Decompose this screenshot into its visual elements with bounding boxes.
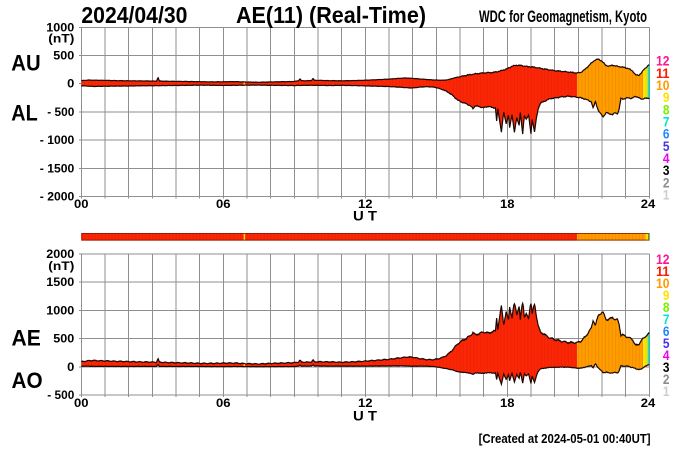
svg-text:0: 0 <box>67 362 74 374</box>
svg-text:24: 24 <box>641 197 656 211</box>
svg-text:11: 11 <box>656 65 670 81</box>
svg-text:- 1500: - 1500 <box>40 163 75 175</box>
svg-text:AO: AO <box>12 368 43 393</box>
svg-text:1: 1 <box>663 186 670 202</box>
svg-text:WDC for Geomagnetism, Kyoto: WDC for Geomagnetism, Kyoto <box>479 8 647 26</box>
svg-text:12: 12 <box>656 251 670 267</box>
svg-text:- 2000: - 2000 <box>40 192 75 204</box>
svg-text:18: 18 <box>500 197 515 211</box>
svg-text:500: 500 <box>53 334 74 346</box>
svg-text:1500: 1500 <box>46 277 74 289</box>
svg-text:1: 1 <box>663 383 670 399</box>
svg-text:11: 11 <box>656 263 670 279</box>
svg-text:00: 00 <box>74 396 89 410</box>
svg-text:(nT): (nT) <box>48 261 74 273</box>
svg-text:5: 5 <box>663 138 670 154</box>
svg-text:3: 3 <box>663 162 670 178</box>
svg-text:4: 4 <box>663 347 670 363</box>
svg-text:0: 0 <box>67 79 74 91</box>
svg-text:2: 2 <box>663 371 670 387</box>
svg-text:2024/04/30: 2024/04/30 <box>81 2 187 28</box>
svg-text:AE: AE <box>12 326 41 351</box>
svg-text:(nT): (nT) <box>48 34 74 46</box>
svg-text:1000: 1000 <box>46 22 74 34</box>
svg-text:12: 12 <box>656 53 670 69</box>
svg-text:1000: 1000 <box>46 305 74 317</box>
svg-text:24: 24 <box>641 396 656 410</box>
svg-text:4: 4 <box>663 150 670 166</box>
svg-text:6: 6 <box>663 323 670 339</box>
svg-text:00: 00 <box>74 197 89 211</box>
svg-text:8: 8 <box>663 101 670 117</box>
svg-text:5: 5 <box>663 335 670 351</box>
svg-text:10: 10 <box>656 77 670 93</box>
svg-text:12: 12 <box>358 197 373 211</box>
svg-text:U T: U T <box>353 407 377 423</box>
svg-text:18: 18 <box>500 396 515 410</box>
svg-text:U T: U T <box>353 208 377 224</box>
svg-text:9: 9 <box>663 287 670 303</box>
svg-text:2: 2 <box>663 174 670 190</box>
svg-text:- 1000: - 1000 <box>40 135 75 147</box>
svg-text:06: 06 <box>216 396 231 410</box>
svg-text:12: 12 <box>358 396 373 410</box>
svg-text:7: 7 <box>663 113 670 129</box>
svg-text:06: 06 <box>216 197 231 211</box>
svg-text:8: 8 <box>663 299 670 315</box>
svg-text:9: 9 <box>663 89 670 105</box>
svg-text:AU: AU <box>11 50 40 75</box>
svg-text:6: 6 <box>663 126 670 142</box>
svg-text:AE(11) (Real-Time): AE(11) (Real-Time) <box>236 2 426 28</box>
svg-text:- 500: - 500 <box>47 107 74 119</box>
svg-text:[Created at 2024-05-01 00:40UT: [Created at 2024-05-01 00:40UT] <box>479 431 651 446</box>
svg-text:10: 10 <box>656 275 670 291</box>
svg-text:- 500: - 500 <box>47 390 74 402</box>
svg-text:500: 500 <box>53 51 74 63</box>
svg-text:AL: AL <box>11 100 37 125</box>
svg-text:3: 3 <box>663 359 670 375</box>
svg-text:2000: 2000 <box>46 249 74 261</box>
svg-text:7: 7 <box>663 311 670 327</box>
